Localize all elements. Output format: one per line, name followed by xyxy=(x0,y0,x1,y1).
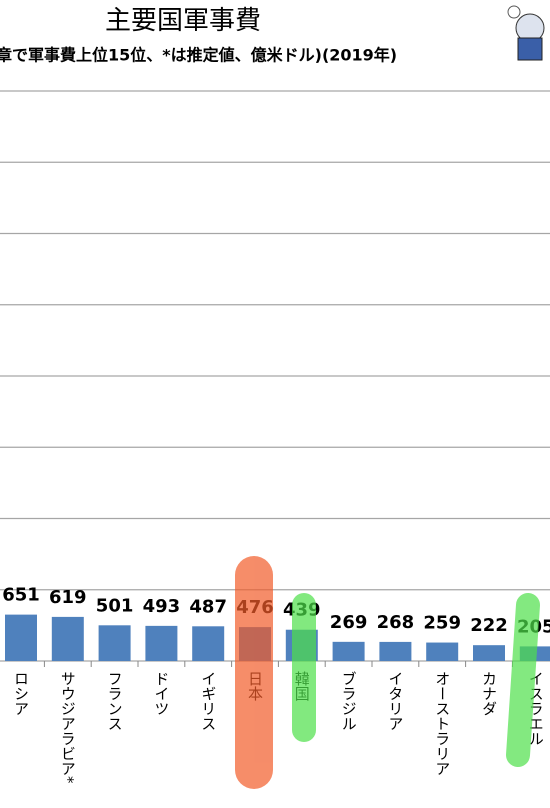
x-tick-label: カナダ xyxy=(480,671,498,716)
mascot-icon xyxy=(507,5,545,61)
chart-title: 主要国軍事費 xyxy=(105,6,261,36)
bar xyxy=(145,625,178,661)
value-label: 222 xyxy=(470,615,508,636)
x-tick-label: サウジアラビア* xyxy=(59,671,77,784)
bar xyxy=(5,614,37,661)
value-label: 269 xyxy=(330,612,368,633)
chart-subtitle: 章で軍事費上位15位、*は推定値、億米ドル)(2019年) xyxy=(0,46,397,65)
bar xyxy=(98,625,131,661)
x-tick-label: イギリス xyxy=(199,671,217,731)
x-tick-label: ロシア xyxy=(12,671,30,716)
highlight-strokes xyxy=(235,556,540,789)
x-tick-label: ブラジル xyxy=(340,671,358,731)
value-label: 259 xyxy=(423,613,461,634)
x-tick-label: ドイツ xyxy=(152,671,170,716)
bar xyxy=(332,641,365,661)
bar xyxy=(379,641,412,661)
value-label: 651 xyxy=(2,585,40,606)
value-label: 493 xyxy=(143,596,181,617)
value-label: 268 xyxy=(377,612,415,633)
value-label: 501 xyxy=(96,595,134,616)
bar xyxy=(192,626,225,661)
x-tick-label: イタリア xyxy=(386,671,404,731)
x-tick-label: フランス xyxy=(106,671,124,731)
value-label: 487 xyxy=(189,596,227,617)
bar xyxy=(473,645,505,661)
value-label: 619 xyxy=(49,587,87,608)
bar xyxy=(426,642,459,661)
x-tick-label: オーストラリア xyxy=(433,671,451,776)
bar xyxy=(51,616,84,661)
